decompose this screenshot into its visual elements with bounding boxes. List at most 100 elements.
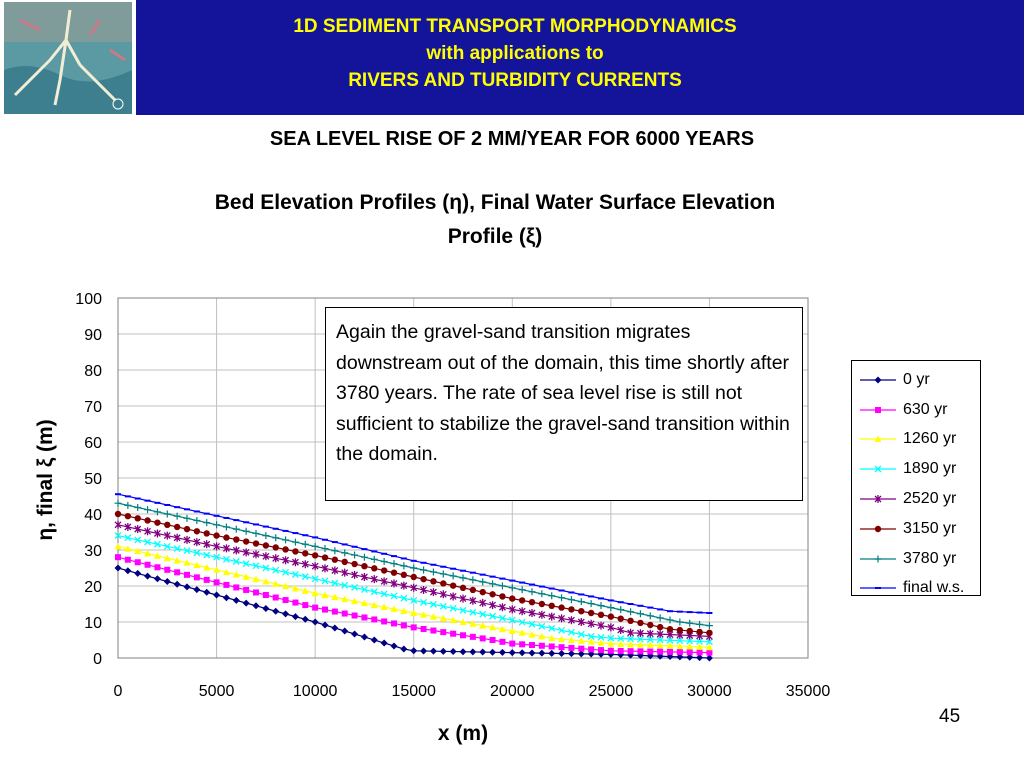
legend-item: 3150 yr xyxy=(852,514,980,544)
data-point xyxy=(420,585,428,594)
data-point xyxy=(469,620,477,627)
data-point xyxy=(400,645,408,653)
series-layer xyxy=(114,493,713,662)
data-point xyxy=(144,527,152,536)
data-point xyxy=(380,603,388,611)
data-point xyxy=(134,569,142,577)
data-point xyxy=(291,613,299,621)
data-point xyxy=(252,562,260,570)
data-point xyxy=(311,552,319,559)
data-point xyxy=(656,636,664,644)
data-point xyxy=(449,592,457,601)
data-point xyxy=(301,540,309,548)
data-point xyxy=(469,576,477,584)
data-point xyxy=(163,542,171,550)
data-point xyxy=(351,551,359,559)
data-point xyxy=(410,647,418,655)
data-point xyxy=(558,650,566,657)
data-point xyxy=(360,633,368,641)
legend-marker xyxy=(874,465,882,473)
y-tick-label: 40 xyxy=(84,507,102,524)
data-point xyxy=(430,578,437,585)
data-point xyxy=(558,644,565,651)
data-point xyxy=(479,610,487,618)
x-tick-label: 35000 xyxy=(786,683,831,700)
data-point xyxy=(242,573,250,580)
data-point xyxy=(607,613,615,620)
data-point xyxy=(676,637,684,645)
data-point xyxy=(686,642,694,650)
data-point xyxy=(459,648,467,656)
data-point xyxy=(134,559,141,566)
data-point xyxy=(459,606,467,614)
data-point xyxy=(390,642,398,650)
data-point xyxy=(420,647,428,655)
legend-label: 2520 yr xyxy=(903,490,957,508)
data-point xyxy=(223,581,230,588)
data-point xyxy=(400,571,408,579)
data-point xyxy=(321,545,329,553)
x-tick-label: 25000 xyxy=(589,683,634,700)
legend-label: 3780 yr xyxy=(903,549,957,567)
data-point xyxy=(301,587,309,594)
data-point xyxy=(252,529,260,537)
data-point xyxy=(410,573,417,581)
data-point xyxy=(450,630,457,637)
data-point xyxy=(686,619,694,627)
data-point xyxy=(291,558,299,567)
y-tick-label: 100 xyxy=(75,291,102,308)
data-point xyxy=(637,619,644,627)
data-point xyxy=(183,547,191,555)
legend-marker xyxy=(874,495,882,504)
y-tick-label: 10 xyxy=(84,615,102,632)
data-point xyxy=(351,583,359,591)
data-point xyxy=(617,640,625,647)
data-point xyxy=(400,581,408,590)
data-point xyxy=(607,647,614,654)
title-line-3: RIVERS AND TURBIDITY CURRENTS xyxy=(348,70,682,91)
data-point xyxy=(499,593,506,600)
data-point xyxy=(193,528,201,535)
data-point xyxy=(528,599,536,606)
data-point xyxy=(361,563,368,570)
data-point xyxy=(588,646,595,653)
data-point xyxy=(567,596,575,604)
data-point xyxy=(429,600,437,608)
data-point xyxy=(173,545,181,553)
data-point xyxy=(390,560,398,568)
data-point xyxy=(528,609,536,617)
data-point xyxy=(489,648,497,656)
data-point xyxy=(144,549,152,557)
data-point xyxy=(243,586,250,593)
data-point xyxy=(153,552,161,559)
plot-area xyxy=(117,297,809,659)
data-point xyxy=(538,590,546,598)
data-point xyxy=(173,523,181,531)
data-point xyxy=(676,626,684,634)
data-point xyxy=(479,635,486,642)
data-point xyxy=(380,558,388,566)
data-point xyxy=(282,568,290,576)
x-tick-label: 15000 xyxy=(391,683,436,700)
data-point xyxy=(400,622,407,629)
data-point xyxy=(548,612,556,621)
data-point xyxy=(213,542,221,551)
data-point xyxy=(311,618,319,626)
data-point xyxy=(587,619,595,628)
data-point xyxy=(400,562,408,570)
data-point xyxy=(203,563,211,571)
data-point xyxy=(429,647,437,655)
legend-item: final w.s. xyxy=(852,574,980,604)
data-point xyxy=(302,602,309,609)
data-point xyxy=(331,593,339,601)
data-point xyxy=(232,570,240,578)
data-point xyxy=(528,588,536,596)
data-point xyxy=(193,549,201,557)
data-point xyxy=(469,608,477,616)
data-point xyxy=(341,581,349,589)
data-point xyxy=(183,525,191,533)
data-point xyxy=(528,631,536,638)
data-point xyxy=(203,540,211,549)
data-point xyxy=(498,625,506,633)
data-point xyxy=(469,633,476,640)
